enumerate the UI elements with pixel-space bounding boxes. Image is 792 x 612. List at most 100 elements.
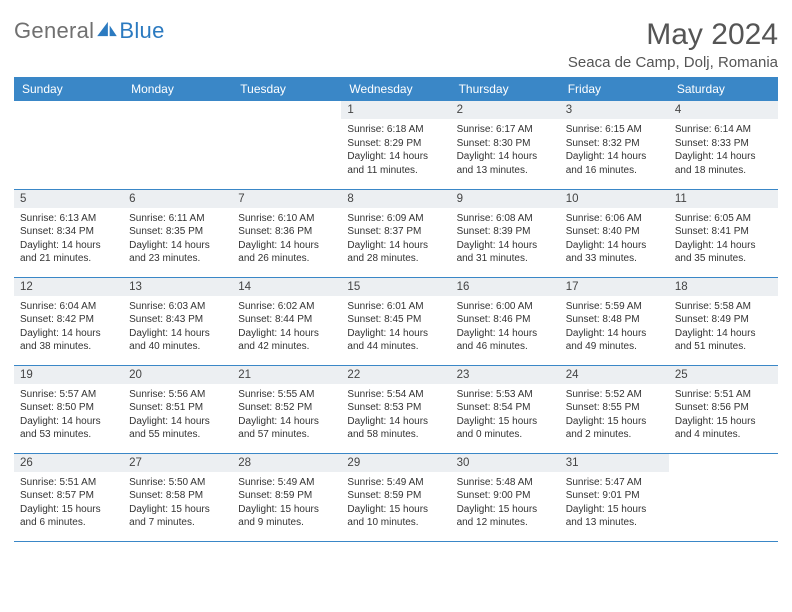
sunset-text: Sunset: 8:46 PM: [457, 313, 554, 327]
sunset-text: Sunset: 8:44 PM: [238, 313, 335, 327]
sunrise-text: Sunrise: 5:47 AM: [566, 476, 663, 490]
sunset-text: Sunset: 8:59 PM: [238, 489, 335, 503]
day-number: 24: [560, 366, 669, 384]
day-number: 4: [669, 101, 778, 119]
daylight-text: Daylight: 14 hours and 21 minutes.: [20, 239, 117, 266]
day-number: 7: [232, 190, 341, 208]
sunrise-text: Sunrise: 5:55 AM: [238, 388, 335, 402]
daylight-text: Daylight: 14 hours and 53 minutes.: [20, 415, 117, 442]
day-number: [14, 101, 123, 107]
calendar-cell: [669, 453, 778, 541]
day-number: 25: [669, 366, 778, 384]
day-number: 26: [14, 454, 123, 472]
calendar-cell: 28Sunrise: 5:49 AMSunset: 8:59 PMDayligh…: [232, 453, 341, 541]
daylight-text: Daylight: 15 hours and 10 minutes.: [347, 503, 444, 530]
daylight-text: Daylight: 14 hours and 31 minutes.: [457, 239, 554, 266]
sunrise-text: Sunrise: 6:17 AM: [457, 123, 554, 137]
daylight-text: Daylight: 14 hours and 26 minutes.: [238, 239, 335, 266]
calendar-cell: 19Sunrise: 5:57 AMSunset: 8:50 PMDayligh…: [14, 365, 123, 453]
sunset-text: Sunset: 8:41 PM: [675, 225, 772, 239]
calendar-cell: 15Sunrise: 6:01 AMSunset: 8:45 PMDayligh…: [341, 277, 450, 365]
day-number: 16: [451, 278, 560, 296]
sunrise-text: Sunrise: 5:56 AM: [129, 388, 226, 402]
day-details: Sunrise: 6:04 AMSunset: 8:42 PMDaylight:…: [14, 296, 123, 360]
sunset-text: Sunset: 8:50 PM: [20, 401, 117, 415]
calendar-cell: 11Sunrise: 6:05 AMSunset: 8:41 PMDayligh…: [669, 189, 778, 277]
daylight-text: Daylight: 15 hours and 13 minutes.: [566, 503, 663, 530]
day-number: 15: [341, 278, 450, 296]
sunrise-text: Sunrise: 6:15 AM: [566, 123, 663, 137]
sunset-text: Sunset: 8:43 PM: [129, 313, 226, 327]
sunset-text: Sunset: 8:35 PM: [129, 225, 226, 239]
day-number: 19: [14, 366, 123, 384]
sunset-text: Sunset: 8:53 PM: [347, 401, 444, 415]
sunrise-text: Sunrise: 6:06 AM: [566, 212, 663, 226]
day-details: Sunrise: 6:03 AMSunset: 8:43 PMDaylight:…: [123, 296, 232, 360]
sunset-text: Sunset: 8:30 PM: [457, 137, 554, 151]
daylight-text: Daylight: 15 hours and 4 minutes.: [675, 415, 772, 442]
daylight-text: Daylight: 14 hours and 28 minutes.: [347, 239, 444, 266]
day-details: Sunrise: 5:57 AMSunset: 8:50 PMDaylight:…: [14, 384, 123, 448]
calendar-cell: 30Sunrise: 5:48 AMSunset: 9:00 PMDayligh…: [451, 453, 560, 541]
daylight-text: Daylight: 14 hours and 40 minutes.: [129, 327, 226, 354]
day-details: Sunrise: 6:02 AMSunset: 8:44 PMDaylight:…: [232, 296, 341, 360]
sunrise-text: Sunrise: 5:48 AM: [457, 476, 554, 490]
weekday-head: Monday: [123, 77, 232, 101]
sunset-text: Sunset: 8:34 PM: [20, 225, 117, 239]
day-number: 20: [123, 366, 232, 384]
daylight-text: Daylight: 15 hours and 6 minutes.: [20, 503, 117, 530]
sunrise-text: Sunrise: 6:11 AM: [129, 212, 226, 226]
calendar-cell: 8Sunrise: 6:09 AMSunset: 8:37 PMDaylight…: [341, 189, 450, 277]
calendar-cell: 4Sunrise: 6:14 AMSunset: 8:33 PMDaylight…: [669, 101, 778, 189]
sail-icon: [96, 21, 118, 37]
day-details: Sunrise: 6:09 AMSunset: 8:37 PMDaylight:…: [341, 208, 450, 272]
day-details: Sunrise: 6:15 AMSunset: 8:32 PMDaylight:…: [560, 119, 669, 183]
sunrise-text: Sunrise: 5:49 AM: [347, 476, 444, 490]
calendar-cell: 2Sunrise: 6:17 AMSunset: 8:30 PMDaylight…: [451, 101, 560, 189]
daylight-text: Daylight: 14 hours and 38 minutes.: [20, 327, 117, 354]
sunset-text: Sunset: 8:55 PM: [566, 401, 663, 415]
calendar-cell: 31Sunrise: 5:47 AMSunset: 9:01 PMDayligh…: [560, 453, 669, 541]
day-number: 1: [341, 101, 450, 119]
daylight-text: Daylight: 14 hours and 33 minutes.: [566, 239, 663, 266]
daylight-text: Daylight: 14 hours and 49 minutes.: [566, 327, 663, 354]
day-details: Sunrise: 6:08 AMSunset: 8:39 PMDaylight:…: [451, 208, 560, 272]
day-number: 28: [232, 454, 341, 472]
sunset-text: Sunset: 8:52 PM: [238, 401, 335, 415]
sunset-text: Sunset: 8:49 PM: [675, 313, 772, 327]
day-details: Sunrise: 5:49 AMSunset: 8:59 PMDaylight:…: [232, 472, 341, 536]
calendar-cell: [232, 101, 341, 189]
sunset-text: Sunset: 8:57 PM: [20, 489, 117, 503]
sunrise-text: Sunrise: 6:08 AM: [457, 212, 554, 226]
calendar-cell: 16Sunrise: 6:00 AMSunset: 8:46 PMDayligh…: [451, 277, 560, 365]
sunrise-text: Sunrise: 6:14 AM: [675, 123, 772, 137]
day-details: Sunrise: 6:00 AMSunset: 8:46 PMDaylight:…: [451, 296, 560, 360]
calendar-cell: 9Sunrise: 6:08 AMSunset: 8:39 PMDaylight…: [451, 189, 560, 277]
sunrise-text: Sunrise: 5:59 AM: [566, 300, 663, 314]
day-number: 29: [341, 454, 450, 472]
day-number: [232, 101, 341, 107]
daylight-text: Daylight: 14 hours and 42 minutes.: [238, 327, 335, 354]
daylight-text: Daylight: 14 hours and 58 minutes.: [347, 415, 444, 442]
calendar-cell: 12Sunrise: 6:04 AMSunset: 8:42 PMDayligh…: [14, 277, 123, 365]
day-number: 9: [451, 190, 560, 208]
calendar-cell: 22Sunrise: 5:54 AMSunset: 8:53 PMDayligh…: [341, 365, 450, 453]
day-details: Sunrise: 5:56 AMSunset: 8:51 PMDaylight:…: [123, 384, 232, 448]
weekday-head: Friday: [560, 77, 669, 101]
sunrise-text: Sunrise: 5:51 AM: [20, 476, 117, 490]
day-number: 11: [669, 190, 778, 208]
day-details: Sunrise: 5:49 AMSunset: 8:59 PMDaylight:…: [341, 472, 450, 536]
day-details: Sunrise: 5:59 AMSunset: 8:48 PMDaylight:…: [560, 296, 669, 360]
calendar-cell: 6Sunrise: 6:11 AMSunset: 8:35 PMDaylight…: [123, 189, 232, 277]
day-details: Sunrise: 5:50 AMSunset: 8:58 PMDaylight:…: [123, 472, 232, 536]
sunset-text: Sunset: 8:58 PM: [129, 489, 226, 503]
calendar-cell: 17Sunrise: 5:59 AMSunset: 8:48 PMDayligh…: [560, 277, 669, 365]
sunrise-text: Sunrise: 6:13 AM: [20, 212, 117, 226]
day-details: Sunrise: 5:47 AMSunset: 9:01 PMDaylight:…: [560, 472, 669, 536]
sunset-text: Sunset: 8:37 PM: [347, 225, 444, 239]
day-number: 12: [14, 278, 123, 296]
day-details: Sunrise: 6:14 AMSunset: 8:33 PMDaylight:…: [669, 119, 778, 183]
day-number: 18: [669, 278, 778, 296]
day-number: 17: [560, 278, 669, 296]
sunset-text: Sunset: 8:59 PM: [347, 489, 444, 503]
